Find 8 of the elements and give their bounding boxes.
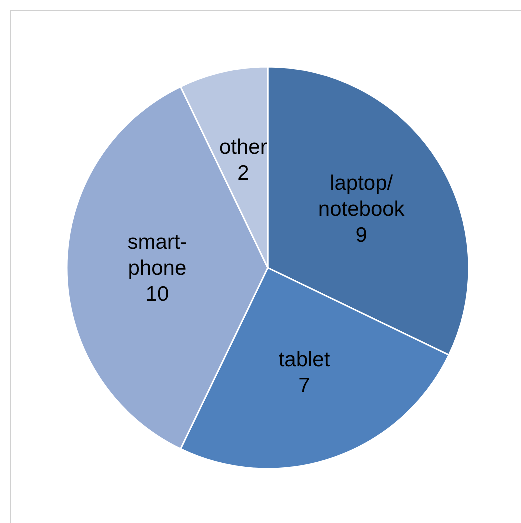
slice-label: laptop/notebook	[318, 172, 406, 222]
data-label: 10	[146, 283, 170, 306]
data-label: 2	[238, 162, 250, 186]
data-label: 9	[356, 224, 368, 248]
slice-label: tablet	[278, 348, 330, 372]
data-label: 7	[298, 374, 310, 398]
slice-label: smart-phone	[128, 231, 188, 280]
slice-label: other	[219, 136, 268, 160]
